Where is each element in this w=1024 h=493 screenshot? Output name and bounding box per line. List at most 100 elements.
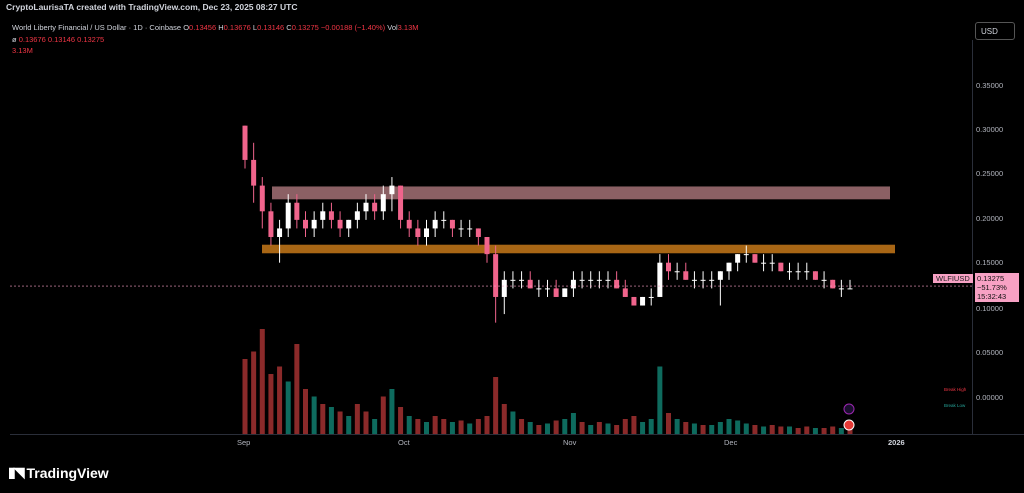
volume-bar — [683, 422, 689, 434]
candle-body — [259, 185, 265, 212]
volume-bar — [449, 422, 455, 434]
candle-body — [398, 185, 404, 220]
volume-bar — [493, 377, 499, 434]
candle-body — [389, 185, 395, 195]
candle-body — [475, 228, 481, 237]
price-tick: 0.30000 — [976, 125, 1004, 134]
candle-body — [752, 254, 758, 263]
publisher-line: CryptoLaurisaTA created with TradingView… — [6, 2, 298, 12]
candle-body — [562, 288, 568, 297]
high-label: H — [218, 23, 224, 32]
volume-bar — [432, 416, 438, 434]
volume-bar — [795, 428, 801, 434]
volume-bar — [501, 404, 507, 434]
upper-zone — [272, 186, 890, 200]
volume-bar — [354, 404, 360, 434]
price-tick: 0.00000 — [976, 393, 1004, 402]
candle-body — [363, 202, 369, 212]
indicator-legend[interactable]: ø 0.13676 0.13146 0.13275 — [12, 35, 104, 44]
volume-bar — [631, 416, 637, 434]
candle-body — [821, 279, 827, 281]
candle-body — [527, 279, 533, 289]
volume-bar — [527, 422, 533, 434]
price-tick: 0.25000 — [976, 169, 1004, 178]
volume-bar — [458, 420, 464, 434]
bar-countdown: 15:32:43 — [977, 292, 1007, 301]
volume-bar — [596, 422, 602, 434]
volume-bar — [838, 428, 844, 434]
volume-bar — [691, 423, 697, 434]
candle-body — [337, 219, 343, 229]
time-axis[interactable] — [10, 434, 1024, 453]
volume-bar — [380, 396, 386, 434]
volume-bar — [648, 419, 654, 434]
candle-body — [424, 228, 429, 237]
currency-button[interactable]: USD — [975, 22, 1015, 40]
candle-body — [761, 262, 767, 264]
volume-bar — [752, 425, 758, 434]
candle-body — [441, 219, 447, 221]
candle-body — [657, 262, 663, 297]
candle-body — [242, 125, 248, 160]
candle-body — [666, 262, 671, 272]
volume-bar — [519, 419, 525, 434]
candle-body — [683, 271, 689, 280]
volume-bar — [320, 404, 326, 434]
volume-bar — [709, 425, 715, 434]
price-tick: 0.20000 — [976, 214, 1004, 223]
candle-body — [277, 228, 283, 237]
candle-body — [354, 211, 360, 220]
volume-bar — [510, 411, 516, 434]
price-axis[interactable] — [972, 40, 1024, 435]
candle-body — [847, 288, 853, 290]
volume-bar — [328, 407, 334, 434]
candle-body — [579, 279, 585, 281]
candle-body — [294, 202, 300, 220]
candle-body — [285, 202, 291, 229]
volume-value: 3.13M — [397, 23, 419, 32]
candle-body — [553, 288, 559, 297]
tradingview-logo[interactable]: ▮◥ TradingView — [8, 464, 109, 481]
volume-bar — [303, 389, 308, 434]
volume-bar — [536, 425, 542, 434]
close-label: C — [286, 23, 292, 32]
candle-body — [717, 271, 723, 280]
volume-bar — [562, 419, 568, 434]
volume-bar — [743, 423, 749, 434]
candle-body — [769, 262, 775, 264]
volume-bar — [285, 381, 291, 434]
volume-bar — [259, 329, 265, 434]
candle-body — [778, 262, 784, 272]
time-tick: Nov — [563, 438, 577, 447]
candle-body — [648, 296, 654, 298]
candle-body — [501, 279, 507, 297]
candle-body — [830, 279, 836, 289]
candle-body — [268, 211, 274, 237]
volume-bar — [251, 351, 257, 434]
volume-bar — [475, 419, 481, 434]
time-tick: Sep — [237, 438, 251, 447]
candle-body — [570, 279, 576, 289]
candle-body — [303, 219, 308, 229]
brand-name: TradingView — [26, 464, 109, 481]
volume-bar — [277, 366, 283, 434]
candle-body — [372, 202, 378, 212]
volume-bar — [614, 425, 620, 434]
indicator-icon: ø — [12, 35, 17, 44]
candle-body — [596, 279, 602, 281]
candle-body — [510, 279, 516, 281]
volume-bar — [389, 389, 395, 434]
candle-body — [536, 288, 542, 290]
us-flag-icon — [843, 419, 855, 431]
volume-bar — [622, 419, 628, 434]
candle-body — [700, 279, 706, 281]
volume-bar — [700, 425, 706, 434]
volume-bar — [406, 416, 412, 434]
volume-bar — [363, 411, 369, 434]
price-tick: 0.10000 — [976, 304, 1004, 313]
candle-body — [674, 271, 680, 273]
symbol-legend[interactable]: World Liberty Financial / US Dollar · 1D… — [12, 23, 419, 32]
candle-body — [691, 279, 697, 281]
volume-bar — [821, 428, 827, 434]
